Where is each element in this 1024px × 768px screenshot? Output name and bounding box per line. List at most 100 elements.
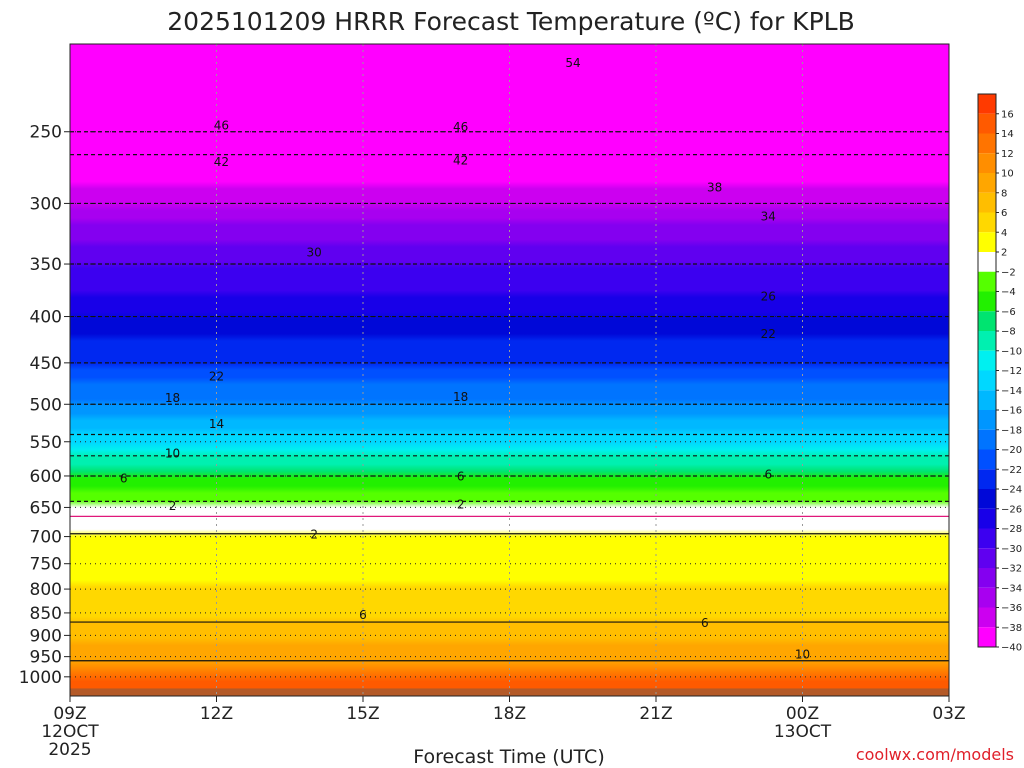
x-tick-label: 03Z [932,704,965,724]
colorbar-swatch [978,252,996,272]
y-axis: 2503003504004505005506006507007508008509… [19,123,70,688]
contour-label: 42 [214,155,229,169]
y-tick-label: 300 [30,194,62,214]
contour-label: 42 [453,154,468,168]
y-tick-label: 250 [30,123,62,143]
y-tick-label: 850 [30,604,62,624]
colorbar-swatch [978,587,996,608]
colorbar-swatch [978,489,996,509]
colorbar-label: 4 [1001,228,1007,239]
colorbar-swatch [978,94,996,114]
y-tick-label: 600 [30,467,62,487]
contour-label: 26 [761,289,776,303]
contour-label: 30 [307,246,322,260]
contour-label: 6 [457,470,465,484]
colorbar-swatch [978,548,996,568]
colorbar-swatch [978,311,996,331]
y-tick-label: 750 [30,555,62,575]
colorbar-label: 16 [1001,109,1014,120]
colorbar-label: 2 [1001,248,1007,259]
colorbar-swatch [978,192,996,213]
chart-title: 2025101209 HRRR Forecast Temperature (ºC… [167,7,854,36]
y-tick-label: 950 [30,648,62,668]
contour-label: 6 [701,616,709,630]
colorbar-label: −30 [1001,544,1022,555]
colorbar-label: −6 [1001,307,1016,318]
contour-lines [70,131,949,662]
contour-label: 22 [209,370,224,384]
colorbar-label: −4 [1001,287,1016,298]
colorbar-swatch [978,449,996,470]
colorbar-label: −14 [1001,386,1022,397]
x-tick-label: 00Z [786,704,819,724]
colorbar-label: −24 [1001,485,1022,496]
colorbar-label: −10 [1001,346,1022,357]
colorbar-label: −40 [1001,643,1022,654]
colorbar-swatch [978,627,996,647]
y-tick-label: 800 [30,580,62,600]
colorbar-swatch [978,350,996,371]
contour-label: 46 [214,118,229,132]
contour-label: 38 [707,180,722,194]
colorbar-label: −38 [1001,623,1022,634]
contour-label: 18 [453,390,468,404]
y-tick-label: 450 [30,354,62,374]
contour-label: 6 [359,608,367,622]
colorbar-label: −18 [1001,425,1022,436]
colorbar-label: −20 [1001,445,1022,456]
colorbar-swatch [978,390,996,410]
colorbar-label: 6 [1001,208,1007,219]
colorbar-swatch [978,291,996,312]
y-tick-label: 550 [30,433,62,453]
colorbar-label: −34 [1001,583,1022,594]
colorbar-label: 12 [1001,149,1014,160]
y-tick-label: 350 [30,255,62,275]
colorbar-swatch [978,113,996,134]
contour-label: 46 [453,120,468,134]
colorbar-label: −32 [1001,564,1022,575]
y-tick-label: 900 [30,626,62,646]
colorbar-label: −12 [1001,366,1022,377]
colorbar-swatch [978,528,996,549]
colorbar-label: −16 [1001,406,1022,417]
colorbar-label: −2 [1001,267,1016,278]
colorbar-swatch [978,153,996,173]
colorbar-swatch [978,508,996,529]
contour-label: 2 [457,497,465,511]
colorbar: 16 14 12 10 8 6 4 2 −2 −4 −6 −8 −10 −12 −14 −16 −18 −20 −2… [977,93,1022,654]
colorbar-label: 8 [1001,188,1007,199]
contour-label: 18 [165,391,180,405]
colorbar-label: −8 [1001,327,1016,338]
colorbar-swatch [978,331,996,351]
contour-label: 2 [169,499,177,513]
contour-label: 22 [761,327,776,341]
contour-label: 10 [165,447,180,461]
x-date-label: 13OCT [774,722,832,742]
source-credit: coolwx.com/models [856,745,1014,764]
colorbar-label: −28 [1001,524,1022,535]
time-gridlines [70,44,949,696]
x-axis-label: Forecast Time (UTC) [413,746,604,768]
colorbar-swatch [978,410,996,430]
colorbar-swatch [978,370,996,391]
x-year-label: 2025 [48,740,91,760]
contour-label: 34 [761,209,776,223]
contour-label: 54 [565,56,580,70]
colorbar-swatch [978,212,996,233]
y-tick-label: 650 [30,498,62,518]
colorbar-label: −22 [1001,465,1022,476]
contour-label: 6 [120,472,128,486]
x-tick-label: 21Z [639,704,672,724]
contour-label: 14 [209,417,224,431]
contour-label: 2 [310,527,318,541]
colorbar-swatch [978,568,996,588]
colorbar-label: 10 [1001,169,1014,180]
colorbar-swatch [978,232,996,252]
x-tick-label: 15Z [346,704,379,724]
colorbar-swatch [978,607,996,628]
colorbar-swatch [978,271,996,292]
